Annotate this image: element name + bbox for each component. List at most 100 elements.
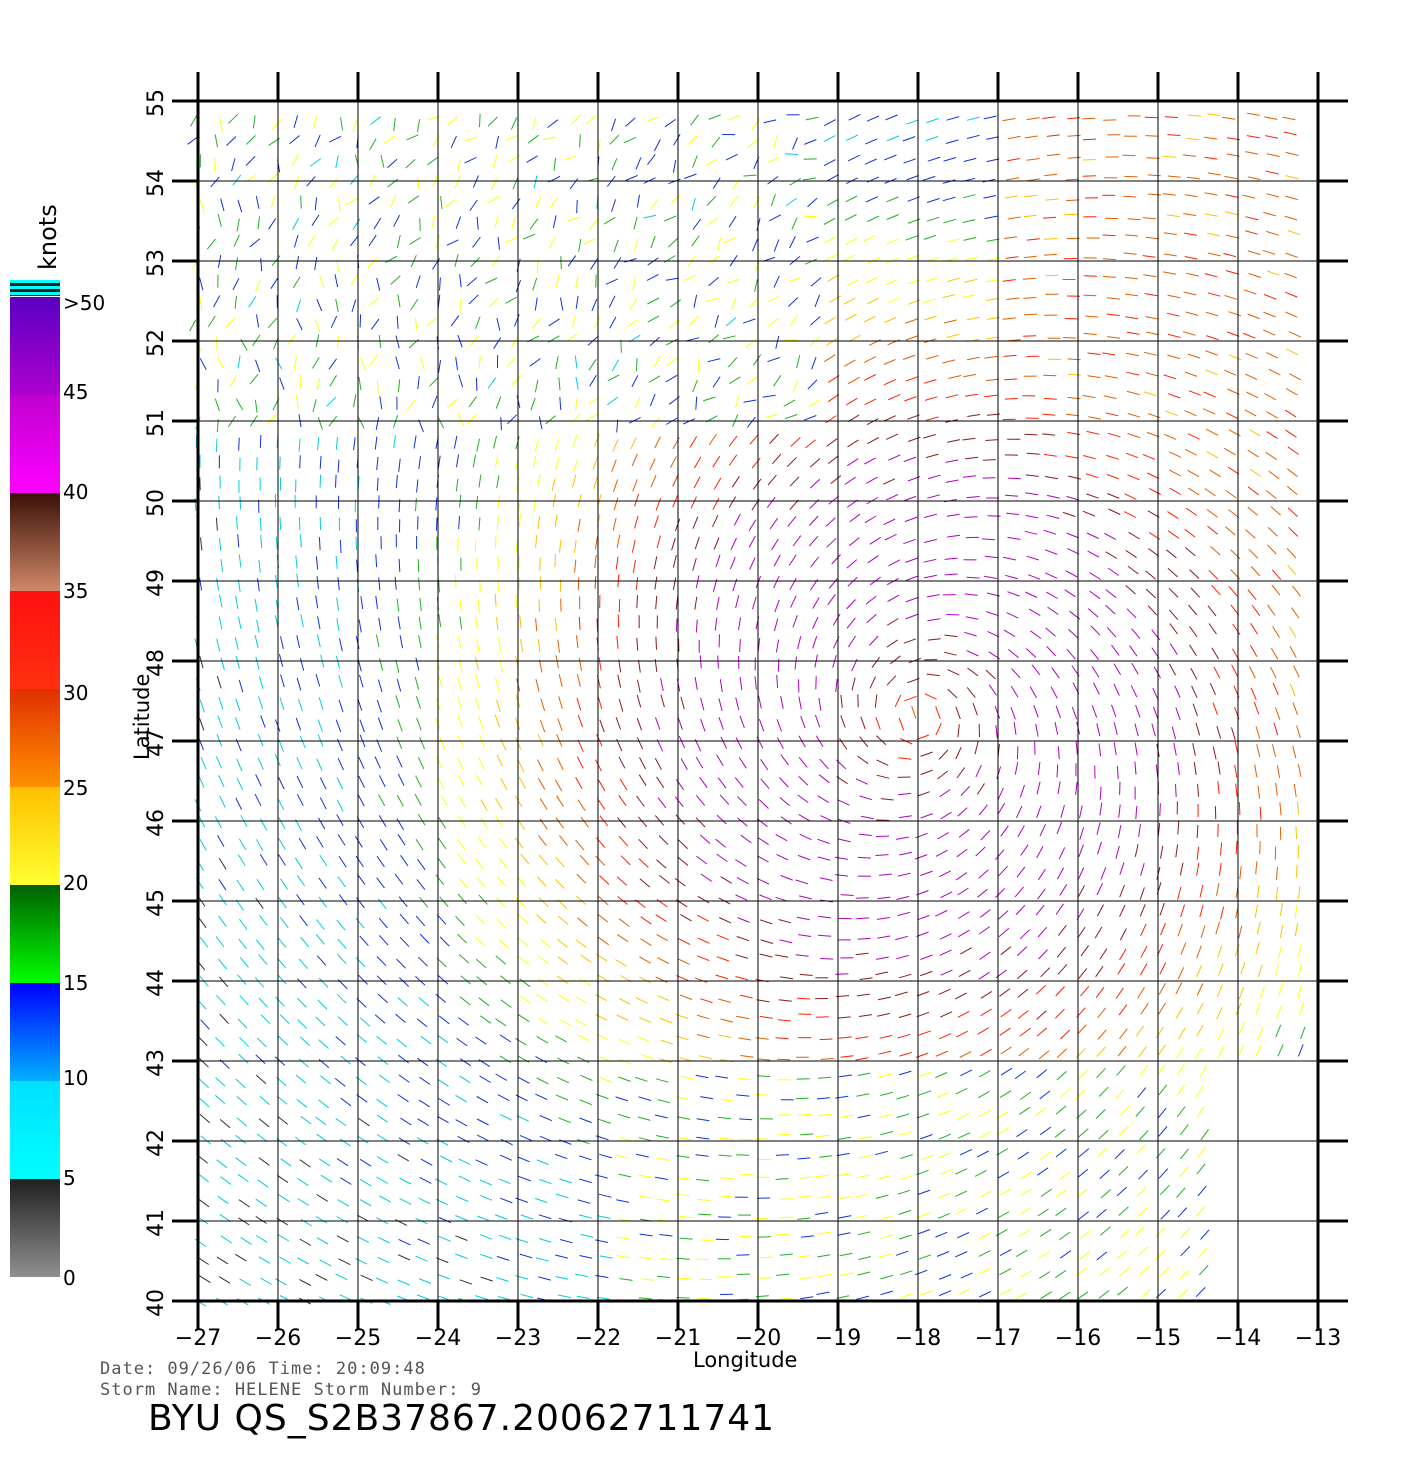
wind-vector (655, 914, 667, 923)
longitude-tick-label: −13 (1294, 1326, 1342, 1351)
wind-vector (1059, 1250, 1072, 1259)
wind-vector (231, 158, 236, 172)
wind-vector (1285, 195, 1299, 201)
wind-vector (456, 1037, 468, 1047)
wind-vector (680, 1075, 694, 1080)
wind-vector (804, 258, 818, 265)
wind-vector (851, 677, 856, 691)
wind-vector (358, 619, 362, 633)
wind-vector (1025, 492, 1039, 496)
wind-vector (739, 1118, 753, 1121)
wind-vector (1249, 645, 1258, 657)
latitude-tick-label: 46 (144, 809, 169, 837)
wind-vector (655, 717, 661, 730)
wind-vector (974, 1169, 987, 1177)
wind-vector (1037, 868, 1046, 881)
wind-vector (887, 297, 900, 304)
wind-vector (957, 1132, 971, 1139)
wind-vector (340, 1177, 352, 1185)
wind-vector (315, 556, 319, 570)
wind-vector (731, 297, 737, 310)
wind-vector (1177, 821, 1180, 835)
wind-vector (800, 1276, 814, 1280)
wind-vector (312, 115, 318, 129)
wind-vector (1117, 1286, 1128, 1296)
wind-vector (1154, 1227, 1165, 1238)
wind-vector (252, 115, 256, 129)
wind-vector (319, 797, 327, 810)
wind-vector (675, 596, 679, 610)
wind-vector (942, 196, 956, 202)
wind-vector (538, 1214, 552, 1220)
wind-vector (819, 758, 829, 770)
wind-vector (695, 575, 700, 589)
wind-vector (886, 135, 900, 142)
wind-vector (640, 1278, 654, 1281)
wind-vector (395, 695, 401, 708)
wind-vector (1206, 428, 1219, 436)
wind-vector (945, 394, 959, 399)
wind-vector (1264, 393, 1277, 401)
wind-vector (636, 694, 642, 708)
wind-vector (1078, 1211, 1090, 1220)
wind-vector (446, 398, 458, 408)
wind-vector (735, 697, 740, 711)
wind-vector (356, 873, 366, 885)
wind-vector (720, 1098, 734, 1102)
wind-vector (965, 616, 979, 620)
wind-vector (812, 636, 818, 649)
wind-vector (770, 193, 776, 207)
wind-vector (716, 754, 724, 767)
wind-vector (397, 1094, 409, 1103)
wind-vector (1017, 988, 1029, 998)
wind-vector (419, 933, 430, 944)
wind-vector (459, 599, 462, 613)
wind-vector (554, 878, 565, 889)
wind-vector (695, 1154, 709, 1157)
wind-vector (552, 215, 557, 229)
wind-vector (1203, 408, 1216, 415)
wind-vector (965, 393, 978, 397)
wind-vector (400, 855, 409, 867)
wind-vector (926, 416, 939, 421)
wind-vector (1167, 134, 1181, 136)
wind-vector (965, 256, 979, 261)
wind-vector (958, 828, 970, 838)
wind-vector (555, 817, 564, 829)
wind-vector (393, 117, 396, 131)
wind-vector (1077, 926, 1086, 939)
wind-vector (514, 837, 524, 849)
wind-vector (1228, 354, 1242, 361)
wind-vector (728, 454, 738, 466)
wind-vector (1293, 665, 1300, 678)
wind-vector (474, 316, 481, 329)
wind-vector (575, 839, 585, 851)
wind-vector (1013, 721, 1017, 735)
wind-vector (554, 1153, 568, 1160)
wind-vector (395, 335, 400, 349)
wind-vector (551, 478, 556, 492)
wind-vector (636, 717, 643, 731)
wind-vector (238, 554, 242, 568)
wind-vector (198, 917, 207, 929)
wind-vector (957, 807, 968, 817)
wind-vector (500, 999, 512, 1008)
wind-vector (903, 538, 916, 545)
wind-vector (537, 473, 541, 487)
wind-vector (1205, 311, 1219, 317)
wind-vector (316, 1133, 328, 1143)
wind-vector (958, 969, 971, 978)
wind-vector (939, 870, 952, 878)
longitude-tick-label: −16 (1054, 1326, 1102, 1351)
wind-vector (215, 517, 218, 531)
wind-vector (427, 156, 439, 166)
wind-vector (1189, 569, 1200, 579)
wind-vector (634, 515, 639, 529)
wind-vector (1189, 644, 1197, 657)
wind-vector (876, 759, 889, 766)
wind-vector (979, 1290, 992, 1298)
wind-vector (697, 895, 710, 904)
wind-vector (720, 1018, 734, 1023)
colorbar-band (10, 297, 60, 395)
wind-vector (675, 618, 678, 632)
